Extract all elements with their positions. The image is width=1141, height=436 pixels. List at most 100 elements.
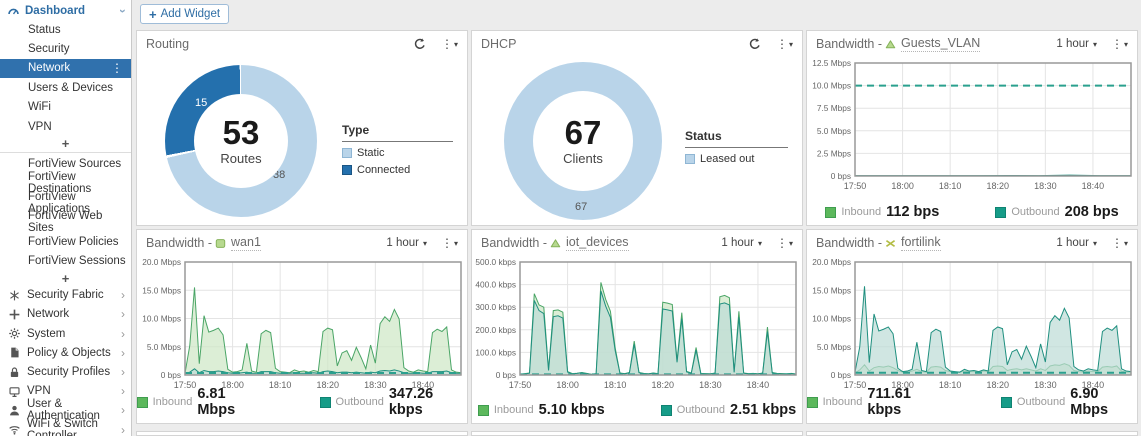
sidebar-item-security[interactable]: Security (0, 39, 131, 58)
inbound-swatch (825, 206, 837, 218)
interval-dropdown[interactable]: 1 hour ▾ (721, 237, 762, 249)
svg-text:18:10: 18:10 (604, 380, 627, 390)
security-fabric-icon (10, 290, 19, 301)
dhcp-donut-chart: 67 67 Clients (504, 62, 662, 220)
sidebar-item-label: Security (28, 43, 70, 56)
add-widget-button[interactable]: + Add Widget (140, 4, 230, 24)
svg-text:0 bps: 0 bps (831, 171, 851, 181)
outbound-swatch (660, 404, 672, 416)
interface-name[interactable]: Guests_VLAN (901, 36, 981, 52)
widget-bandwidth-wan1: Bandwidth - wan1 1 hour ▾ ⋮ ▾ 0 bps 5.0 Mbp… (136, 229, 468, 424)
vlan-icon (885, 39, 896, 48)
sidebar-item-label: User & Authentication (27, 398, 100, 423)
interface-icon (215, 238, 226, 248)
sidebar-item-system[interactable]: System › (0, 324, 131, 343)
sidebar-item-user-authentication[interactable]: User & Authentication › (0, 398, 131, 423)
svg-text:15.0 Mbps: 15.0 Mbps (142, 285, 181, 295)
widget-title: Routing (146, 37, 190, 51)
inbound-value: 5.10 kbps (538, 402, 605, 418)
legend-label: Inbound (841, 206, 882, 218)
sidebar-item-vpn[interactable]: VPN (0, 117, 131, 136)
svg-text:0 bps: 0 bps (496, 370, 516, 380)
widget-menu-button[interactable]: ⋮ ▾ (441, 37, 458, 51)
system-icon (9, 328, 20, 339)
caret-down-icon: ▾ (422, 238, 427, 248)
svg-text:20.0 Mbps: 20.0 Mbps (812, 257, 851, 267)
svg-text:15.0 Mbps: 15.0 Mbps (812, 285, 851, 295)
more-options-icon[interactable]: ⋮ (111, 61, 123, 76)
sidebar-item-network-section[interactable]: Network › (0, 305, 131, 324)
widget-menu-button[interactable]: ⋮ ▾ (1111, 37, 1128, 51)
svg-text:18:30: 18:30 (1034, 181, 1057, 191)
svg-text:18:40: 18:40 (747, 380, 770, 390)
widget-menu-button[interactable]: ⋮ ▾ (1111, 236, 1128, 250)
aggregate-icon (885, 239, 896, 247)
svg-text:17:50: 17:50 (844, 181, 867, 191)
sidebar-item-wifi-switch-controller[interactable]: WiFi & Switch Controller › (0, 417, 131, 436)
interface-name[interactable]: fortilink (901, 235, 941, 251)
policy-objects-icon (11, 347, 19, 358)
svg-text:18:20: 18:20 (651, 380, 674, 390)
interface-name[interactable]: wan1 (231, 235, 261, 251)
security-profiles-icon (10, 366, 19, 377)
sidebar-item-security-fabric[interactable]: Security Fabric › (0, 286, 131, 305)
add-fortiview-button[interactable]: + (61, 270, 70, 286)
widget-partial (471, 431, 803, 436)
sidebar-item-fortiview-sources[interactable]: FortiView Sources (0, 154, 131, 173)
sidebar-item-fortiview-destinations[interactable]: FortiView Destinations (0, 171, 131, 195)
svg-text:18:20: 18:20 (986, 181, 1009, 191)
legend-inbound: Inbound 711.61 kbps (807, 386, 945, 418)
interval-dropdown[interactable]: 1 hour ▾ (1056, 237, 1097, 249)
dots-icon: ⋮ (440, 37, 453, 51)
sidebar-item-label: FortiView Web Sites (28, 210, 103, 235)
widget-bandwidth-fortilink: Bandwidth - fortilink 1 hour ▾ ⋮ ▾ 0 bps 5.… (806, 229, 1138, 424)
widget-menu-button[interactable]: ⋮ ▾ (776, 236, 793, 250)
inbound-value: 112 bps (886, 204, 940, 220)
svg-text:500.0 kbps: 500.0 kbps (475, 257, 516, 267)
sidebar-item-security-profiles[interactable]: Security Profiles › (0, 362, 131, 381)
interval-dropdown[interactable]: 1 hour ▾ (386, 237, 427, 249)
widget-menu-button[interactable]: ⋮ ▾ (441, 236, 458, 250)
widget-header: Bandwidth - iot_devices 1 hour ▾ ⋮ ▾ (472, 230, 802, 256)
sidebar-item-policy-objects[interactable]: Policy & Objects › (0, 343, 131, 362)
sidebar-item-wifi[interactable]: WiFi (0, 98, 131, 117)
legend-label: Inbound (152, 396, 193, 408)
bandwidth-chart: 0 bps 5.0 Mbps 10.0 Mbps 15.0 Mbps 20.0 Mbps… (142, 257, 462, 390)
widget-header: Bandwidth - fortilink 1 hour ▾ ⋮ ▾ (807, 230, 1137, 256)
widget-title: Bandwidth - (816, 236, 883, 250)
bandwidth-legend: Inbound 5.10 kbps Outbound 2.51 kbps (472, 402, 802, 418)
sidebar-item-fortiview-web-sites[interactable]: FortiView Web Sites (0, 210, 131, 235)
svg-text:5.0 Mbps: 5.0 Mbps (147, 342, 181, 352)
inbound-swatch (807, 396, 818, 408)
sidebar-item-network[interactable]: Network ⋮ (0, 58, 131, 79)
sidebar-item-label: System (27, 327, 66, 340)
sidebar-item-label: Network (28, 62, 71, 75)
refresh-icon[interactable] (748, 37, 762, 51)
outbound-value: 347.26 kbps (388, 386, 434, 418)
refresh-icon[interactable] (413, 37, 427, 51)
sidebar-item-status[interactable]: Status (0, 20, 131, 39)
sidebar-item-vpn-section[interactable]: VPN › (0, 382, 131, 401)
sidebar-item-label: WiFi & Switch Controller (27, 417, 98, 436)
widget-partial (136, 431, 468, 436)
bandwidth-legend: Inbound 711.61 kbps Outbound 6.90 Mbps (807, 386, 1137, 418)
sidebar-item-fortiview-policies[interactable]: FortiView Policies (0, 232, 131, 251)
sidebar-item-fortiview-applications[interactable]: FortiView Applications (0, 191, 131, 215)
sidebar-item-fortiview-sessions[interactable]: FortiView Sessions (0, 251, 131, 270)
interface-name[interactable]: iot_devices (566, 235, 629, 251)
legend-inbound: Inbound 112 bps (825, 204, 939, 220)
sidebar-item-dashboard[interactable]: Dashboard › (0, 0, 131, 20)
divider (0, 152, 131, 154)
bandwidth-chart: 0 bps 100.0 kbps 200.0 kbps 300.0 kbps 400.0… (475, 257, 797, 390)
widget-menu-button[interactable]: ⋮ ▾ (776, 37, 793, 51)
widget-bandwidth-guests-vlan: Bandwidth - Guests_VLAN 1 hour ▾ ⋮ ▾ 0 bps… (806, 30, 1138, 226)
legend-outbound: Outbound 6.90 Mbps (1001, 386, 1137, 418)
svg-text:10.0 Mbps: 10.0 Mbps (812, 314, 851, 324)
svg-text:18:00: 18:00 (891, 380, 914, 390)
chevron-right-icon: › (121, 403, 125, 418)
interval-dropdown[interactable]: 1 hour ▾ (1056, 38, 1097, 50)
add-dashboard-button[interactable]: + (61, 136, 70, 152)
sidebar-item-label: VPN (27, 385, 51, 398)
sidebar-item-users-devices[interactable]: Users & Devices (0, 78, 131, 97)
